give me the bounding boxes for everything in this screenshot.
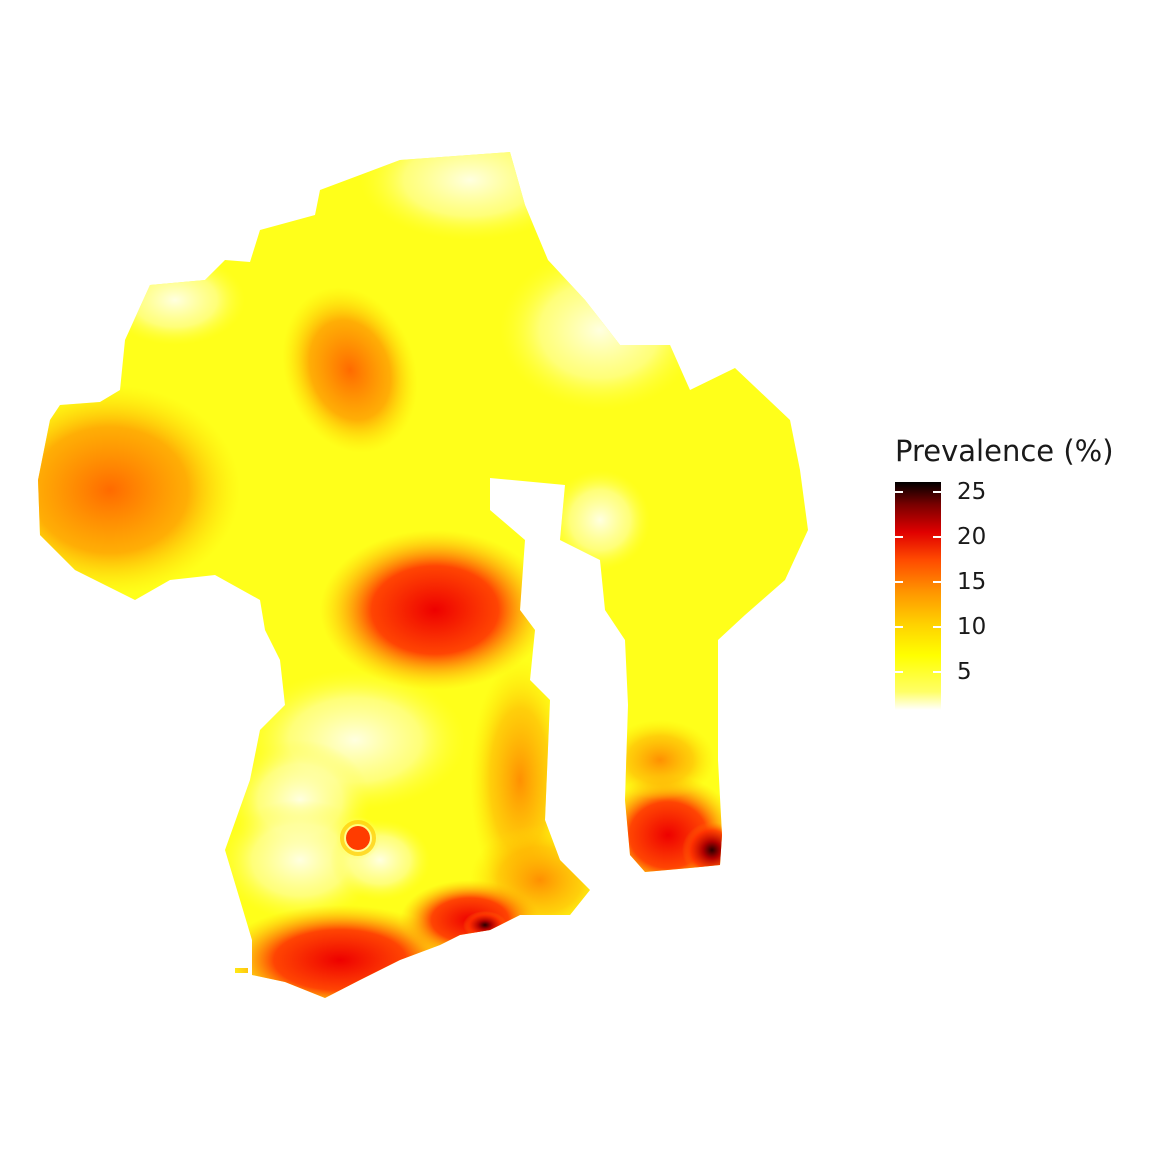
legend: Prevalence (%) 25 20 15 10 5	[895, 434, 1145, 724]
legend-label: 15	[957, 569, 987, 595]
legend-label: 5	[957, 659, 972, 685]
legend-label: 25	[957, 479, 987, 505]
legend-label: 20	[957, 524, 987, 550]
legend-colorbar	[895, 482, 941, 710]
legend-title: Prevalence (%)	[895, 434, 1114, 468]
legend-label: 10	[957, 614, 987, 640]
